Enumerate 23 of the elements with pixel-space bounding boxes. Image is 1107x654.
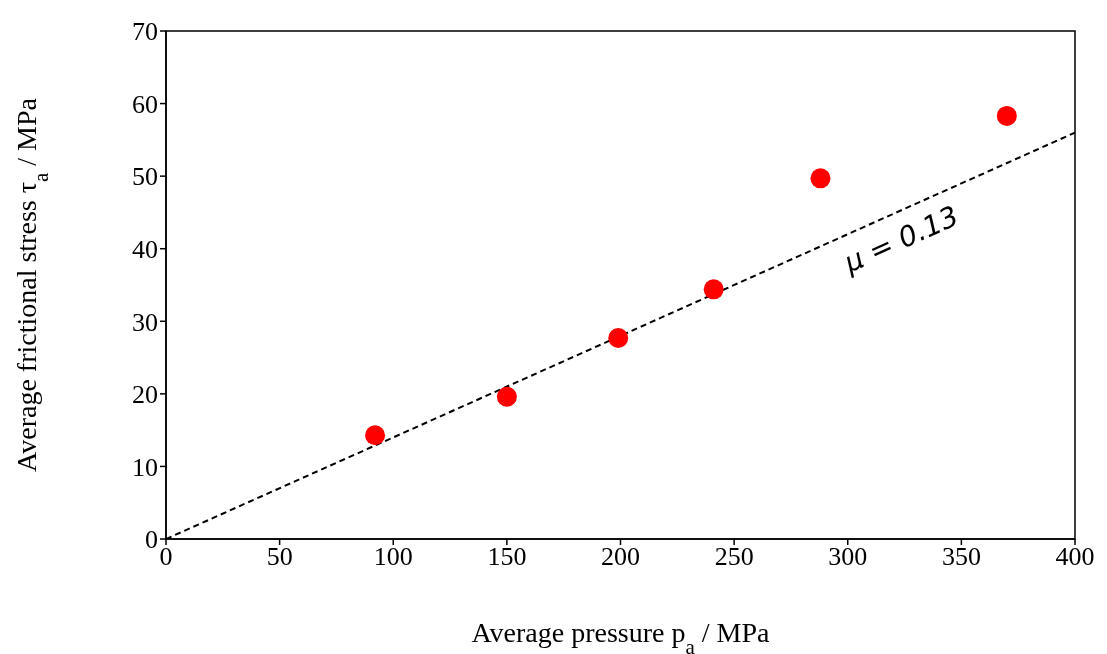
x-tick-label: 400 [1055,542,1095,572]
y-tick-label: 30 [132,307,158,337]
x-tick-label: 50 [266,542,293,572]
y-tick-label: 20 [132,380,158,410]
y-tick-label: 70 [132,17,158,47]
x-tick-label: 300 [828,542,868,572]
x-tick-label: 150 [487,542,527,572]
point [703,279,724,300]
x-tick-label: 100 [373,542,413,572]
point [365,425,386,446]
y-tick-label: 10 [132,452,158,482]
point [996,105,1017,126]
y-tick-label: 60 [132,89,158,119]
x-tick-label: 250 [714,542,754,572]
point [496,386,517,407]
y-tick-label: 50 [132,162,158,192]
x-tick-label: 200 [601,542,640,572]
point [810,168,831,189]
point [608,327,629,348]
x-axis-title: Average pressure p$_{a}$ / MPa [471,617,771,654]
y-tick-label: 40 [132,234,158,264]
x-tick-label: 350 [941,542,981,572]
annotation: μ = 0.13 [838,199,964,280]
